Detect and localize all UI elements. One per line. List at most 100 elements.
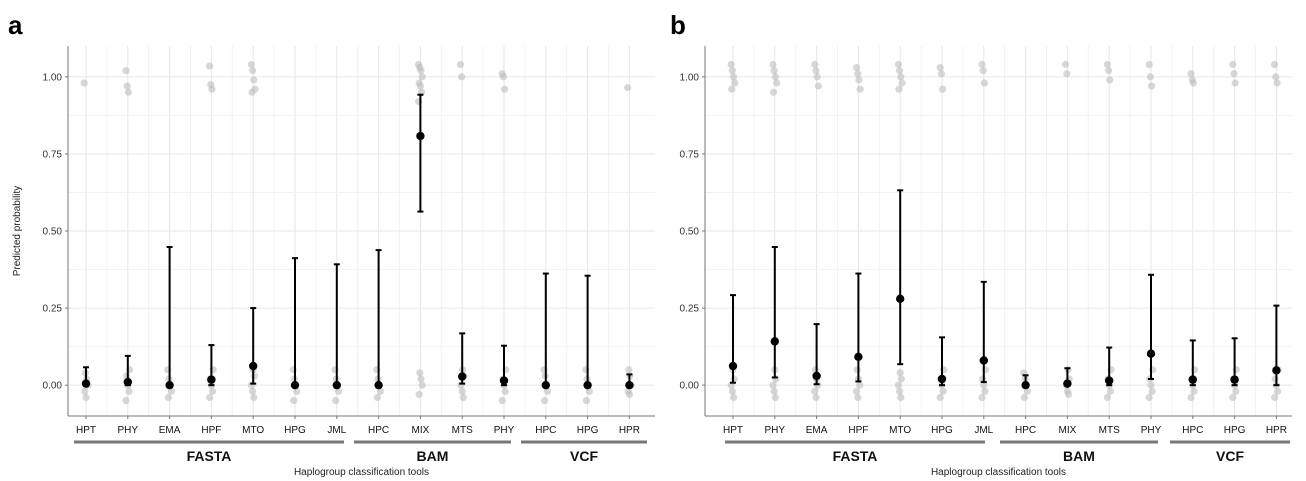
raw-point — [1147, 381, 1155, 389]
raw-point — [417, 375, 425, 383]
panel-label-a: a — [8, 10, 23, 40]
raw-point — [81, 387, 89, 395]
mean-point — [583, 380, 592, 390]
raw-point — [1148, 82, 1156, 90]
chart-panel-b: 0.00 0.25 0.50 0.75 1.00 HPT PHY EMA HPF MTO HPG JM… — [670, 10, 1292, 478]
mean-point — [123, 377, 132, 387]
raw-point — [813, 73, 821, 81]
mean-point — [1230, 375, 1239, 384]
raw-point — [936, 393, 944, 402]
mean-point — [1272, 366, 1281, 375]
raw-point — [769, 381, 777, 389]
raw-point — [980, 79, 989, 87]
raw-point — [727, 60, 735, 69]
raw-point — [1187, 393, 1195, 402]
y-axis-title: Predicted probability — [12, 186, 23, 277]
raw-point — [1229, 393, 1237, 402]
raw-point — [1148, 387, 1156, 395]
raw-point — [1274, 387, 1282, 395]
raw-point — [585, 387, 594, 395]
raw-point — [730, 73, 738, 81]
x-tick-label: JML — [974, 425, 993, 436]
raw-point — [812, 67, 820, 75]
raw-point — [544, 387, 552, 395]
y-tick-label: 0.00 — [43, 381, 63, 392]
raw-point — [248, 88, 256, 96]
x-tick-label: HPC — [1182, 425, 1203, 436]
mean-point — [249, 361, 258, 371]
raw-point — [770, 387, 778, 395]
raw-point — [122, 67, 130, 75]
raw-point — [1103, 393, 1111, 402]
raw-point — [728, 67, 737, 75]
raw-point — [458, 387, 466, 395]
mean-point — [374, 380, 383, 390]
mean-point — [541, 380, 550, 390]
mean-point — [896, 294, 905, 304]
x-tick-label: PHY — [118, 425, 139, 436]
y-tick-label: 0.50 — [680, 227, 700, 238]
x-tick-label: PHY — [494, 425, 515, 436]
x-tick-label: HPG — [1224, 425, 1246, 436]
x-tick-label: MIX — [1059, 425, 1077, 436]
raw-point — [811, 60, 819, 69]
raw-point — [293, 387, 301, 395]
raw-point — [896, 387, 904, 395]
x-tick-label: HPR — [619, 425, 640, 436]
x-tick-label: MTS — [1099, 425, 1120, 436]
raw-point — [499, 73, 507, 81]
mean-point — [499, 376, 509, 385]
group-label-bam: BAM — [1063, 448, 1095, 464]
raw-point — [853, 387, 861, 395]
mean-point — [625, 380, 634, 390]
mean-point — [165, 380, 174, 390]
mean-point — [290, 380, 300, 390]
raw-point — [853, 366, 861, 374]
raw-point — [418, 73, 426, 81]
mean-point — [416, 131, 425, 141]
raw-point — [814, 82, 823, 90]
group-label-vcf: VCF — [570, 448, 598, 464]
raw-point — [894, 60, 903, 69]
raw-point — [856, 381, 864, 389]
mean-point — [937, 374, 947, 384]
mean-point — [1105, 376, 1114, 385]
x-tick-label: HPF — [848, 425, 868, 436]
raw-point — [1271, 60, 1279, 69]
raw-point — [1065, 390, 1073, 399]
mean-point — [979, 356, 988, 365]
raw-point — [895, 85, 903, 93]
raw-point — [1187, 70, 1195, 78]
y-tick-label: 0.50 — [43, 227, 63, 238]
raw-point — [416, 369, 424, 377]
raw-point — [249, 67, 257, 75]
group-label-fasta: FASTA — [833, 448, 878, 464]
raw-point — [373, 393, 381, 402]
raw-point — [1146, 73, 1154, 81]
mean-point — [1188, 375, 1198, 384]
y-tick-label: 0.25 — [680, 304, 700, 315]
raw-point — [247, 60, 255, 69]
x-tick-label: HPC — [535, 425, 556, 436]
mean-point — [854, 352, 863, 361]
raw-point — [332, 396, 340, 405]
raw-point — [1231, 79, 1239, 87]
raw-point — [894, 381, 903, 389]
raw-point — [249, 387, 257, 395]
raw-point — [1230, 70, 1238, 78]
raw-point — [541, 396, 549, 405]
raw-point — [936, 63, 944, 72]
raw-point — [458, 73, 466, 81]
raw-point — [769, 60, 777, 69]
raw-point — [417, 67, 425, 75]
raw-point — [206, 62, 214, 70]
y-tick-label: 1.00 — [680, 72, 700, 83]
x-tick-label: HPT — [723, 425, 743, 436]
x-tick-label: HPF — [201, 425, 221, 436]
raw-point — [124, 88, 132, 96]
y-tick-label: 0.75 — [43, 149, 63, 160]
raw-point — [981, 387, 989, 395]
raw-point — [459, 393, 467, 402]
raw-point — [209, 387, 217, 395]
